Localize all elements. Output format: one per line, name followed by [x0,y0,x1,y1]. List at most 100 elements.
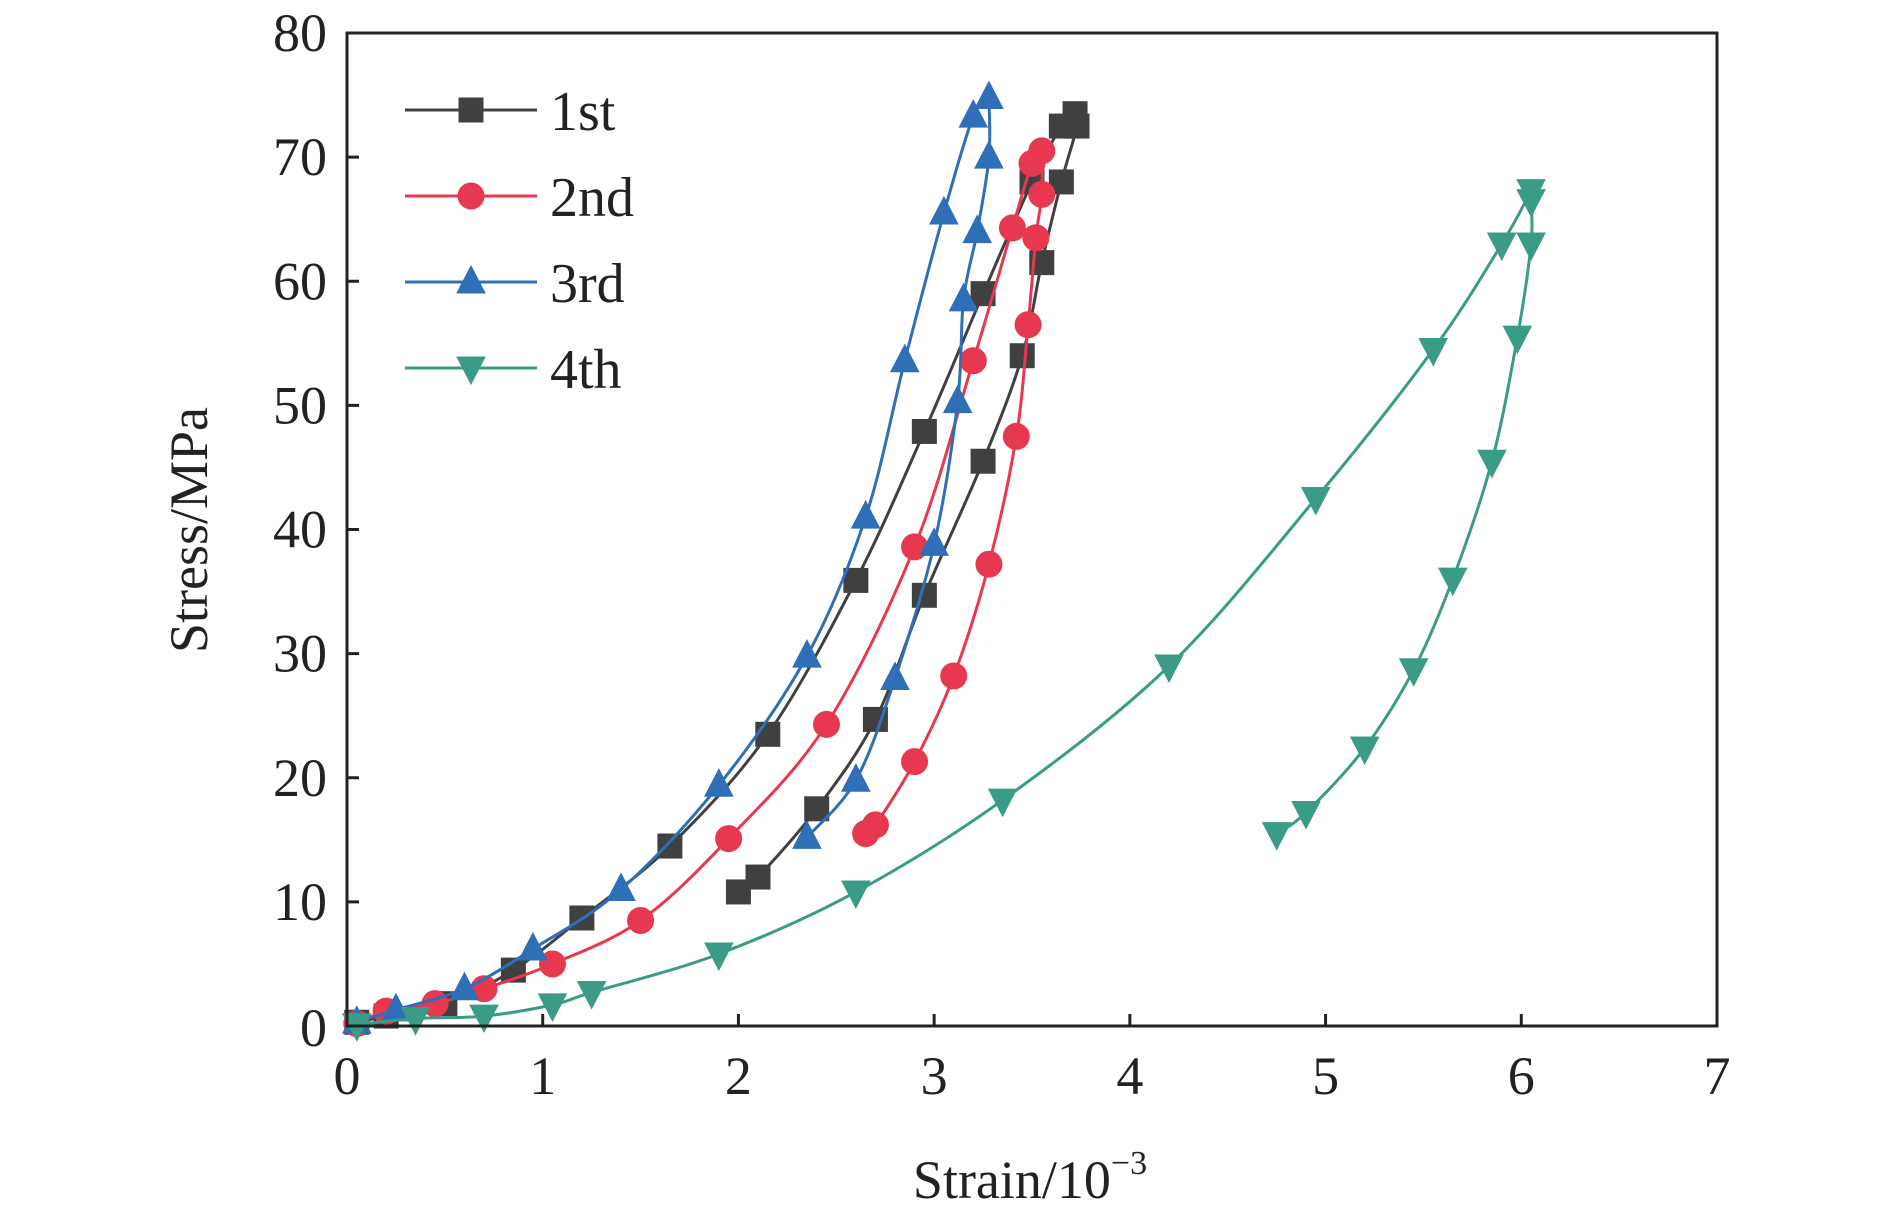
data-point-1st [843,567,869,593]
data-point-3rd [889,343,920,373]
legend-marker [457,182,485,210]
y-tick-label: 40 [273,500,327,560]
legend-item-1st: 1st [405,81,616,143]
data-point-3rd [929,195,959,225]
data-point-2nd [959,347,987,375]
data-point-3rd [841,763,871,792]
data-point-3rd [518,931,548,961]
y-tick-label: 50 [273,375,327,435]
y-tick-label: 20 [273,748,327,808]
data-point-3rd [606,872,636,901]
legend-label: 1st [550,81,616,143]
legend-marker [456,356,486,386]
legend-item-4th: 4th [405,339,622,401]
y-tick-label: 70 [273,127,327,187]
legend-marker [458,97,484,123]
series-3rd-loading-line [356,96,991,1024]
data-point-4th [1516,189,1546,218]
data-point-4th [1486,232,1517,262]
data-point-1st [911,418,937,444]
legend-label: 4th [550,339,622,401]
x-tick-label: 5 [1312,1046,1339,1106]
data-point-2nd [852,820,880,848]
data-point-4th [537,993,568,1022]
series-2nd-unloading-line [864,150,1044,835]
data-point-4th [1516,232,1546,262]
data-point-2nd [627,906,655,934]
data-point-1st [745,864,771,890]
series-1st-loading-line [356,112,1077,1024]
data-point-3rd [704,768,734,797]
data-point-2nd [998,214,1026,242]
data-point-3rd [958,99,989,128]
x-tick-label: 6 [1508,1046,1535,1106]
data-point-4th [1349,736,1380,766]
data-point-2nd [901,533,929,561]
data-point-3rd [942,384,973,414]
series-2nd [343,137,1056,1038]
y-tick-label: 60 [273,251,327,311]
data-point-3rd [974,80,1004,110]
data-point-2nd [901,748,929,776]
data-point-4th [1418,338,1449,367]
y-tick-label-zero: 0 [300,998,327,1058]
x-tick-label: 2 [725,1046,752,1106]
x-tick-label: 0 [334,1046,361,1106]
data-point-4th [1437,567,1468,597]
data-point-4th [1502,325,1533,355]
data-point-1st [657,833,683,859]
legend-label: 2nd [550,167,634,229]
legend-marker [456,264,486,294]
legend-label: 3rd [550,253,625,315]
data-point-3rd [792,639,822,668]
legend-item-3rd: 3rd [405,253,625,315]
data-point-1st [725,879,751,905]
data-point-2nd [715,825,743,853]
data-point-3rd [880,661,910,690]
data-point-2nd [975,550,1003,578]
data-point-4th [987,788,1018,818]
data-point-1st [970,448,996,474]
data-point-4th [576,980,607,1010]
data-point-3rd [919,527,949,556]
data-point-4th [1291,801,1321,830]
data-point-2nd [1022,224,1050,252]
data-point-3rd [974,140,1004,169]
data-point-4th [400,1007,431,1036]
data-point-3rd [792,820,822,849]
legend-item-2nd: 2nd [405,167,634,229]
x-tick-label: 4 [1116,1046,1143,1106]
legend: 1st 2nd 3rd 4th [405,81,634,401]
y-axis-label: Stress/MPa [159,407,219,653]
data-point-1st [1064,113,1090,139]
data-point-2nd [1028,137,1056,165]
data-point-1st [755,721,781,747]
x-tick-label: 7 [1704,1046,1731,1106]
data-point-4th [1477,449,1507,479]
data-point-2nd [940,662,968,690]
data-point-4th [704,942,734,972]
y-tick-label: 30 [273,624,327,684]
x-tick-label: 3 [921,1046,948,1106]
x-axis-label: Strain/10−3 [913,1145,1147,1210]
data-point-3rd [449,971,480,1001]
series-3rd-unloading-line [805,97,992,839]
ticks-layer: 0 1 2 3 4 5 6 7 10 20 30 40 50 60 70 80 0 [273,3,1731,1106]
data-point-2nd [813,710,840,738]
series-4th [341,179,1546,1042]
data-point-4th [1261,822,1292,851]
data-point-4th [469,1004,499,1034]
series-3rd [341,80,1004,1034]
x-tick-label: 1 [529,1046,556,1106]
data-point-2nd [1014,311,1042,339]
series-4th-loading-line [356,189,1533,1027]
y-tick-label: 10 [273,872,327,932]
data-point-1st [1009,343,1035,369]
data-point-3rd [948,282,979,312]
data-point-3rd [962,214,993,244]
data-point-1st [804,796,830,822]
data-point-4th [1300,486,1331,516]
data-point-2nd [1002,422,1030,450]
